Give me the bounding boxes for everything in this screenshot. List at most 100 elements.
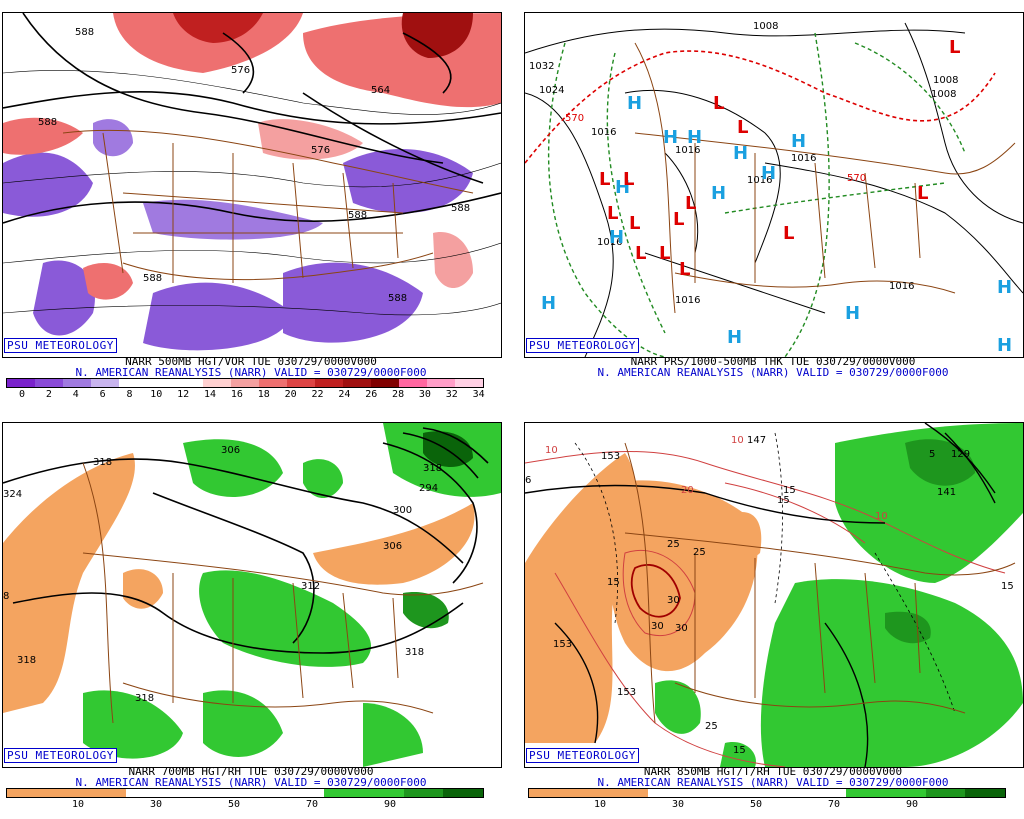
vort-max-area [3,117,83,155]
moist-area [403,592,449,629]
colorbar-swatch [205,789,246,797]
high-pressure-symbol: H [791,131,806,152]
colorbar-swatch [687,789,728,797]
panel-prs-thk: 1032 1024 1016 1016 1016 1016 1016 1008 … [522,0,1024,409]
moist-area [885,611,931,644]
moist-area [363,703,423,767]
colorbar-swatch [343,379,371,387]
contour-label: 300 [393,505,412,516]
contour-label: 570 [847,173,866,184]
colorbar-swatch [727,789,768,797]
colorbar-tick-label: 10 [150,389,163,400]
dry-area [123,569,163,609]
caption-valid: N. AMERICAN REANALYSIS (NARR) VALID = 03… [597,776,949,789]
vort-max-area [173,13,263,43]
vort-min-area [143,282,293,351]
contour-label: 6 [525,475,531,486]
contour-label: 20 [681,485,694,496]
colorbar-swatch [284,789,325,797]
moist-area [760,579,1023,767]
low-pressure-symbol: L [673,209,684,230]
colorbar-tick-label: 90 [905,799,919,810]
contour-label: 15 [777,495,790,506]
moist-area [303,459,343,498]
colorbar-tick-label: 14 [204,389,217,400]
low-pressure-symbol: L [635,243,646,264]
contour-label: 1008 [933,75,958,86]
contour-label: 1016 [791,153,816,164]
contour-label: 15 [733,745,746,756]
colorbar-tick-label: 0 [18,389,26,400]
high-pressure-symbol: H [541,293,556,314]
colorbar-tick-label: 32 [445,389,458,400]
colorbar-swatch [806,789,847,797]
colorbar-swatch [767,789,807,797]
contour-label: 25 [705,721,718,732]
colorbar-swatch [399,379,427,387]
colorbar-tick-label: 10 [71,799,85,810]
colorbar-tick-label: 18 [257,389,270,400]
high-pressure-symbol: H [687,127,702,148]
colorbar-tick-label: 10 [593,799,607,810]
colorbar-swatch [886,789,926,797]
rh-colorbar-ticks: 10 30 50 70 90 [6,799,496,811]
contour-label: 1016 [591,127,616,138]
contour-label: 570 [565,113,584,124]
contour-label: 1008 [753,21,778,32]
colorbar-tick-label: 24 [338,389,351,400]
colorbar-tick-label: 30 [149,799,163,810]
contour-label: 318 [423,463,442,474]
caption-valid: N. AMERICAN REANALYSIS (NARR) VALID = 03… [75,776,427,789]
map-700mb: 318 324 306 318 306 300 294 312 318 318 … [2,422,502,768]
contour-label: 30 [675,623,688,634]
caption-product: NARR 700MB HGT/RH TUE 030729/0000V000 [128,765,374,778]
contour-label: 1016 [597,237,622,248]
contour-label: 576 [311,145,330,156]
low-pressure-symbol: L [599,169,610,190]
caption-product: NARR PRS/1000-500MB THK TUE 030729/0000V… [630,355,916,368]
colorbar-swatch [203,379,231,387]
caption-product: NARR 500MB HGT/VOR TUE 030729/0000V000 [125,355,377,368]
rh-colorbar-ticks: 10 30 50 70 90 [528,799,1018,811]
colorbar-swatch [443,789,484,797]
colorbar-swatch [403,789,444,797]
psu-meteorology-badge: PSU METEOROLOGY [526,338,639,353]
colorbar-swatch [925,789,966,797]
contour-label: 153 [617,687,636,698]
caption-product: NARR 850MB HGT/T/RH TUE 030729/0000V000 [643,765,903,778]
colorbar-tick-label: 16 [230,389,243,400]
contour-label: 312 [301,581,320,592]
contour-label: 318 [135,693,154,704]
contour-label: 576 [231,65,250,76]
colorbar-tick-label: 28 [392,389,405,400]
colorbar-swatch [231,379,259,387]
contour-label: 25 [693,547,706,558]
moist-area [423,431,473,468]
contour-label: 10 [731,435,744,446]
colorbar-tick-label: 34 [472,389,485,400]
colorbar-swatch [46,789,87,797]
high-pressure-symbol: H [761,163,776,184]
colorbar-swatch [608,789,649,797]
dry-area [525,453,636,743]
contour-label: 15 [783,485,796,496]
low-pressure-symbol: L [607,203,618,224]
contour-label: 10 [545,445,558,456]
colorbar-tick-label: 30 [671,799,685,810]
colorbar-swatch [846,789,887,797]
contour-label: 318 [93,457,112,468]
colorbar-swatch [7,789,47,797]
vort-max-area [83,263,133,300]
colorbar-swatch [259,379,287,387]
contour-label: 8 [3,591,9,602]
colorbar-swatch [529,789,569,797]
contour-label: 147 [747,435,766,446]
low-pressure-symbol: L [783,223,794,244]
colorbar-tick-label: 2 [45,389,52,400]
contour-label: 1008 [931,89,956,100]
high-pressure-symbol: H [733,143,748,164]
low-pressure-symbol: L [679,259,690,280]
colorbar-swatch [175,379,203,387]
low-pressure-symbol: L [949,37,960,58]
contour-label: 1032 [529,61,554,72]
